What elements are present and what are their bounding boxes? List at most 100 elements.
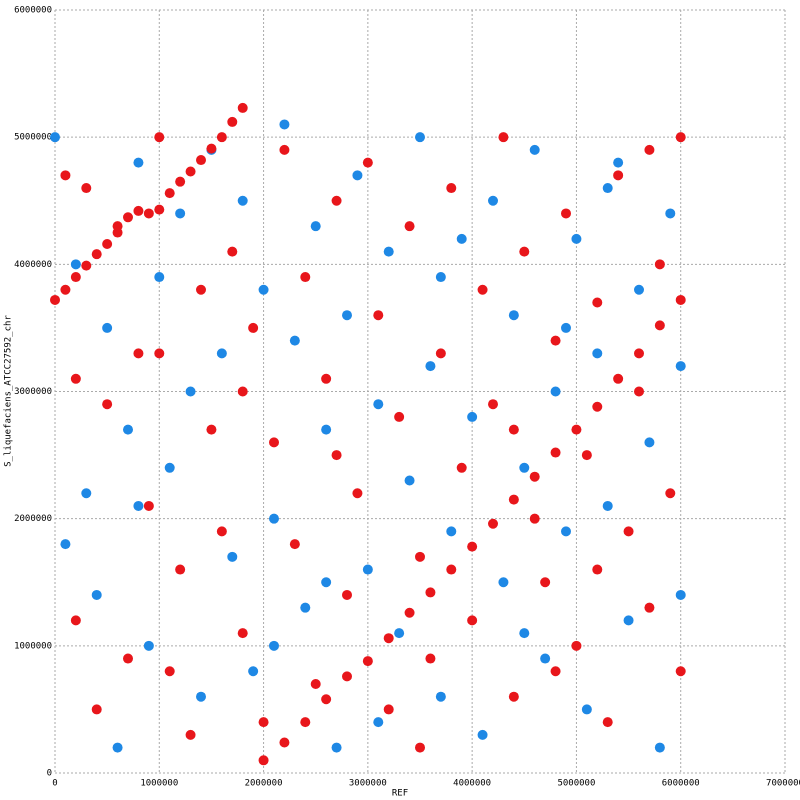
point	[321, 694, 332, 705]
point	[571, 424, 582, 435]
point	[123, 424, 133, 435]
point	[654, 742, 665, 753]
point	[91, 704, 102, 715]
point	[70, 615, 81, 626]
point	[258, 284, 269, 295]
point	[592, 348, 603, 359]
point	[237, 386, 248, 397]
point	[654, 259, 665, 270]
x-tick-label: 2000000	[245, 779, 283, 789]
point	[404, 475, 415, 486]
point	[123, 212, 133, 223]
y-tick-label: 6000000	[14, 6, 52, 16]
y-tick-label: 3000000	[14, 387, 52, 397]
point	[279, 119, 290, 130]
point	[488, 399, 498, 410]
point	[279, 737, 290, 748]
point	[81, 488, 92, 499]
point	[519, 462, 530, 473]
point	[321, 373, 332, 384]
point	[70, 272, 81, 283]
y-tick-label: 0	[47, 769, 52, 779]
point	[529, 144, 540, 155]
point	[133, 500, 144, 511]
x-axis-label: REF	[392, 789, 408, 799]
point	[352, 488, 363, 499]
point	[154, 348, 165, 359]
point	[675, 589, 686, 600]
point	[300, 602, 311, 613]
point	[331, 195, 342, 206]
point	[467, 411, 478, 422]
point	[185, 166, 196, 177]
x-tick-label: 6000000	[662, 779, 700, 789]
point	[456, 233, 467, 244]
x-tick-label: 1000000	[140, 779, 178, 789]
point	[206, 424, 217, 435]
point	[383, 704, 394, 715]
point	[342, 310, 352, 321]
point	[467, 615, 478, 626]
point	[331, 450, 342, 461]
point	[519, 628, 530, 639]
point	[248, 666, 259, 677]
y-tick-label: 1000000	[14, 641, 52, 651]
point	[581, 704, 592, 715]
point	[133, 205, 144, 216]
point	[571, 640, 582, 651]
point	[133, 348, 144, 359]
point	[404, 607, 415, 618]
point	[383, 246, 394, 257]
point	[508, 310, 519, 321]
point	[60, 284, 71, 295]
point	[321, 577, 332, 588]
point	[529, 471, 540, 482]
point	[112, 742, 123, 753]
point	[269, 640, 279, 651]
point	[70, 373, 81, 384]
point	[175, 176, 186, 187]
point	[269, 437, 279, 448]
point	[550, 386, 561, 397]
point	[300, 272, 311, 283]
point	[415, 742, 425, 753]
point	[206, 143, 217, 154]
point	[602, 717, 613, 728]
point	[362, 564, 373, 575]
point	[60, 539, 71, 550]
point	[300, 717, 311, 728]
point	[540, 577, 551, 588]
point	[102, 238, 113, 249]
point	[435, 691, 446, 702]
point	[592, 297, 603, 308]
point	[592, 401, 603, 412]
point	[602, 500, 613, 511]
point	[561, 526, 571, 537]
x-tick-label: 4000000	[453, 779, 491, 789]
point	[143, 208, 154, 219]
point	[216, 526, 227, 537]
y-axis-label: S_liquefaciens_ATCC27592_chr	[4, 315, 14, 467]
point	[50, 132, 60, 143]
point	[592, 564, 603, 575]
point	[529, 513, 540, 524]
point	[665, 488, 676, 499]
point	[488, 518, 498, 529]
point	[196, 691, 206, 702]
point	[237, 195, 248, 206]
y-tick-label: 4000000	[14, 260, 52, 270]
point	[623, 526, 634, 537]
point	[196, 155, 206, 166]
x-tick-label: 0	[52, 779, 57, 789]
point	[665, 208, 676, 219]
point	[279, 144, 290, 155]
point	[310, 221, 321, 232]
point	[415, 551, 425, 562]
point	[581, 450, 592, 461]
point	[634, 284, 644, 295]
point	[143, 500, 154, 511]
y-tick-label: 2000000	[14, 514, 52, 524]
